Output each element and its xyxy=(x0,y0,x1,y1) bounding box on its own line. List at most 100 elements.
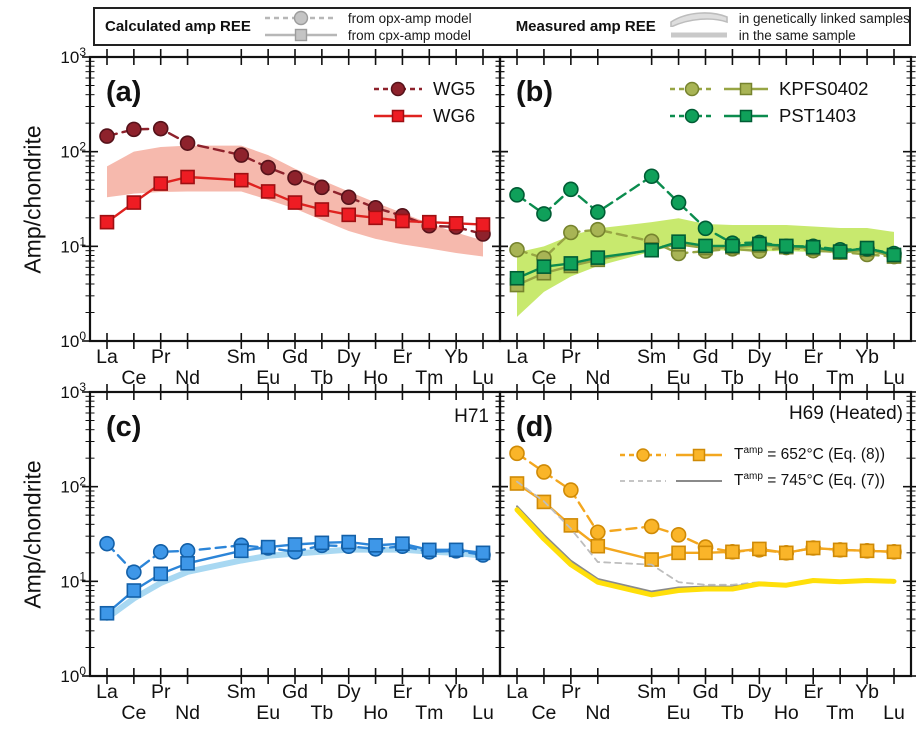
band-b xyxy=(517,218,894,317)
svg-text:102: 102 xyxy=(60,475,86,497)
opx-model-glyph-icon xyxy=(264,10,337,26)
panel-b-legend: KPFS0402 PST1403 xyxy=(668,75,868,129)
calculated-legend-title: Calculated amp REE xyxy=(105,18,251,35)
legend-row-opx: from opx-amp model xyxy=(263,10,472,27)
svg-text:La: La xyxy=(506,346,528,368)
svg-text:Yb: Yb xyxy=(444,681,468,703)
measured-legend-title: Measured amp REE xyxy=(515,18,656,35)
cpx-model-label: from cpx-amp model xyxy=(347,27,471,43)
svg-text:Ho: Ho xyxy=(363,367,388,389)
svg-text:Tb: Tb xyxy=(310,702,333,724)
svg-text:Nd: Nd xyxy=(175,367,200,389)
svg-text:La: La xyxy=(96,681,118,703)
panel-a-label: (a) xyxy=(106,76,142,108)
svg-text:Sm: Sm xyxy=(637,346,666,368)
svg-text:100: 100 xyxy=(60,664,86,686)
calculated-legend-group: Calculated amp REE from opx-amp model fr… xyxy=(105,10,472,44)
svg-text:Dy: Dy xyxy=(747,346,771,368)
svg-text:Er: Er xyxy=(803,681,823,703)
panel-c-label: (c) xyxy=(106,411,142,443)
svg-text:Sm: Sm xyxy=(227,681,256,703)
svg-text:Lu: Lu xyxy=(472,367,494,389)
svg-text:Yb: Yb xyxy=(444,346,468,368)
series-h71-cpx-amp-model xyxy=(99,534,491,621)
svg-text:Dy: Dy xyxy=(747,681,771,703)
svg-text:Lu: Lu xyxy=(883,367,905,389)
wg6-label: WG6 xyxy=(433,104,476,126)
svg-text:Pr: Pr xyxy=(151,681,171,703)
legend-row-cpx: from cpx-amp model xyxy=(263,27,472,44)
svg-text:Ho: Ho xyxy=(363,702,388,724)
thick-line-glyph-icon xyxy=(670,32,727,38)
svg-text:Ce: Ce xyxy=(121,367,146,389)
measured-legend-group: Measured amp REE in genetically linked s… xyxy=(516,10,910,44)
svg-text:Dy: Dy xyxy=(337,346,361,368)
wg5-legend-row: WG5 xyxy=(372,75,475,102)
same-sample-label: in the same sample xyxy=(738,27,856,43)
panel-border-d xyxy=(498,390,913,678)
series-h71-measured-same-sample xyxy=(104,546,486,621)
ticks-d xyxy=(492,384,916,684)
svg-text:Ho: Ho xyxy=(774,367,799,389)
t652-cpx-glyph-icon xyxy=(676,448,722,462)
svg-text:Pr: Pr xyxy=(561,346,581,368)
legend-row-thickline: in the same sample xyxy=(668,27,910,44)
svg-text:Sm: Sm xyxy=(227,346,256,368)
series-pst1403 xyxy=(509,234,902,286)
svg-text:Er: Er xyxy=(393,346,413,368)
t652-opx-glyph-icon xyxy=(620,448,666,462)
t745-opx-glyph-icon xyxy=(620,480,666,482)
wg5-label: WG5 xyxy=(433,77,476,99)
panel-border-c xyxy=(88,390,502,678)
svg-text:Nd: Nd xyxy=(585,702,610,724)
kpfs0402-legend-row: KPFS0402 xyxy=(668,75,868,102)
cpx-model-glyph-icon xyxy=(264,28,337,42)
t745-label: Tamp = 745°C (Eq. (7)) xyxy=(734,471,885,490)
t745-cpx-glyph-icon xyxy=(676,480,722,482)
svg-text:Pr: Pr xyxy=(561,681,581,703)
svg-text:Tb: Tb xyxy=(721,702,744,724)
svg-text:Tm: Tm xyxy=(826,367,854,389)
svg-text:Gd: Gd xyxy=(282,681,308,703)
svg-text:102: 102 xyxy=(60,140,86,162)
y-tick-labels: 100 101 102 103 xyxy=(60,380,86,686)
series-tamp-652c-cpx-amp-model xyxy=(509,476,902,567)
pst1403-cpx-glyph-icon xyxy=(724,109,768,122)
svg-text:Er: Er xyxy=(393,681,413,703)
panel-d-label: (d) xyxy=(516,411,554,443)
svg-text:Lu: Lu xyxy=(472,702,494,724)
svg-text:Eu: Eu xyxy=(256,702,280,724)
svg-text:Eu: Eu xyxy=(667,367,691,389)
kpfs0402-cpx-glyph-icon xyxy=(724,82,768,95)
svg-text:Yb: Yb xyxy=(855,681,879,703)
panel-a-legend: WG5 WG6 xyxy=(372,75,475,129)
svg-text:La: La xyxy=(96,346,118,368)
svg-text:103: 103 xyxy=(60,45,86,67)
svg-text:101: 101 xyxy=(60,234,86,256)
svg-text:La: La xyxy=(506,681,528,703)
svg-text:Gd: Gd xyxy=(692,681,718,703)
svg-text:Tb: Tb xyxy=(310,367,333,389)
kpfs0402-label: KPFS0402 xyxy=(779,77,869,99)
svg-text:Ho: Ho xyxy=(774,702,799,724)
svg-text:Gd: Gd xyxy=(692,346,718,368)
wg5-glyph-icon xyxy=(374,81,422,96)
svg-text:Ce: Ce xyxy=(531,367,556,389)
pst1403-legend-row: PST1403 xyxy=(668,102,868,129)
svg-text:Eu: Eu xyxy=(667,702,691,724)
svg-text:Tb: Tb xyxy=(721,367,744,389)
pst1403-label: PST1403 xyxy=(779,104,857,126)
svg-text:Yb: Yb xyxy=(855,346,879,368)
wg6-legend-row: WG6 xyxy=(372,102,475,129)
svg-text:Nd: Nd xyxy=(175,702,200,724)
svg-text:Tm: Tm xyxy=(415,702,443,724)
kpfs0402-opx-glyph-icon xyxy=(670,81,714,96)
svg-text:101: 101 xyxy=(60,569,86,591)
svg-text:Er: Er xyxy=(803,346,823,368)
t745-legend-row: Tamp = 745°C (Eq. (7)) xyxy=(618,468,885,494)
